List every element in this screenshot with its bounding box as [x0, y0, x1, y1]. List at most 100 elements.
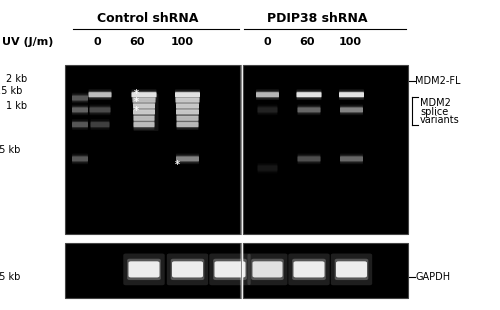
FancyBboxPatch shape: [72, 95, 88, 100]
FancyBboxPatch shape: [176, 122, 199, 127]
FancyBboxPatch shape: [340, 153, 363, 164]
FancyBboxPatch shape: [296, 91, 322, 98]
FancyBboxPatch shape: [176, 104, 199, 108]
FancyBboxPatch shape: [176, 116, 199, 121]
FancyBboxPatch shape: [256, 92, 279, 97]
FancyBboxPatch shape: [72, 107, 88, 112]
Text: 0.5 kb: 0.5 kb: [0, 145, 20, 155]
Text: 1 kb: 1 kb: [6, 101, 28, 111]
FancyBboxPatch shape: [242, 65, 408, 234]
FancyBboxPatch shape: [65, 243, 240, 298]
FancyBboxPatch shape: [296, 89, 322, 100]
FancyBboxPatch shape: [133, 101, 155, 111]
FancyBboxPatch shape: [176, 121, 199, 128]
FancyBboxPatch shape: [88, 89, 112, 100]
FancyBboxPatch shape: [127, 259, 161, 280]
FancyBboxPatch shape: [336, 261, 367, 277]
FancyBboxPatch shape: [256, 89, 279, 100]
FancyBboxPatch shape: [72, 153, 88, 164]
FancyBboxPatch shape: [167, 254, 208, 285]
FancyBboxPatch shape: [176, 108, 199, 116]
FancyBboxPatch shape: [134, 115, 154, 122]
FancyBboxPatch shape: [175, 92, 200, 97]
FancyBboxPatch shape: [90, 121, 110, 128]
FancyBboxPatch shape: [134, 94, 158, 131]
Text: 0: 0: [94, 37, 102, 47]
FancyBboxPatch shape: [258, 106, 278, 113]
Text: 100: 100: [338, 37, 361, 47]
FancyBboxPatch shape: [132, 91, 156, 98]
Text: Control shRNA: Control shRNA: [97, 12, 198, 25]
FancyBboxPatch shape: [298, 106, 320, 113]
FancyBboxPatch shape: [72, 104, 88, 115]
FancyBboxPatch shape: [88, 91, 112, 98]
FancyBboxPatch shape: [258, 165, 278, 172]
FancyBboxPatch shape: [175, 91, 200, 98]
FancyBboxPatch shape: [72, 156, 88, 161]
Text: 60: 60: [130, 37, 145, 47]
Text: variants: variants: [420, 115, 460, 125]
FancyBboxPatch shape: [132, 98, 156, 103]
Text: *: *: [134, 106, 138, 116]
FancyBboxPatch shape: [258, 107, 278, 112]
FancyBboxPatch shape: [133, 108, 155, 116]
FancyBboxPatch shape: [176, 115, 199, 122]
FancyBboxPatch shape: [172, 261, 203, 277]
FancyBboxPatch shape: [176, 119, 199, 130]
FancyBboxPatch shape: [340, 156, 363, 161]
FancyBboxPatch shape: [252, 261, 282, 277]
Text: GAPDH: GAPDH: [415, 272, 450, 281]
FancyBboxPatch shape: [72, 155, 88, 162]
FancyBboxPatch shape: [133, 102, 155, 109]
FancyBboxPatch shape: [248, 254, 288, 285]
FancyBboxPatch shape: [176, 113, 199, 124]
FancyBboxPatch shape: [340, 104, 363, 115]
FancyBboxPatch shape: [298, 155, 320, 162]
FancyBboxPatch shape: [132, 92, 156, 97]
Text: 100: 100: [171, 37, 194, 47]
FancyBboxPatch shape: [72, 95, 88, 102]
FancyBboxPatch shape: [176, 153, 199, 164]
FancyBboxPatch shape: [339, 89, 364, 100]
FancyBboxPatch shape: [258, 166, 278, 171]
FancyBboxPatch shape: [88, 92, 112, 97]
FancyBboxPatch shape: [134, 119, 154, 130]
Text: 60: 60: [300, 37, 316, 47]
FancyBboxPatch shape: [242, 243, 408, 298]
FancyBboxPatch shape: [214, 261, 246, 277]
Text: 1.5 kb: 1.5 kb: [0, 86, 22, 96]
FancyBboxPatch shape: [134, 116, 154, 121]
FancyBboxPatch shape: [90, 122, 110, 127]
Text: 0.5 kb: 0.5 kb: [0, 272, 20, 281]
FancyBboxPatch shape: [176, 96, 200, 104]
FancyBboxPatch shape: [176, 156, 199, 161]
FancyBboxPatch shape: [90, 107, 110, 112]
FancyBboxPatch shape: [298, 156, 320, 161]
FancyBboxPatch shape: [124, 254, 164, 285]
Text: PDIP38 shRNA: PDIP38 shRNA: [267, 12, 368, 25]
FancyBboxPatch shape: [298, 104, 320, 115]
FancyBboxPatch shape: [132, 95, 156, 105]
FancyBboxPatch shape: [258, 163, 278, 173]
FancyBboxPatch shape: [339, 92, 364, 97]
FancyBboxPatch shape: [72, 122, 88, 127]
Text: UV (J/m): UV (J/m): [2, 37, 53, 47]
FancyBboxPatch shape: [170, 259, 204, 280]
FancyBboxPatch shape: [90, 119, 110, 130]
FancyBboxPatch shape: [176, 155, 199, 162]
FancyBboxPatch shape: [72, 106, 88, 113]
FancyBboxPatch shape: [133, 107, 155, 117]
FancyBboxPatch shape: [133, 104, 155, 108]
FancyBboxPatch shape: [65, 65, 240, 234]
Text: splice: splice: [420, 107, 448, 117]
FancyBboxPatch shape: [331, 254, 372, 285]
FancyBboxPatch shape: [72, 119, 88, 130]
FancyBboxPatch shape: [213, 259, 247, 280]
FancyBboxPatch shape: [176, 102, 199, 109]
FancyBboxPatch shape: [134, 121, 154, 128]
Text: *: *: [174, 160, 180, 170]
FancyBboxPatch shape: [340, 107, 363, 112]
FancyBboxPatch shape: [288, 254, 330, 285]
FancyBboxPatch shape: [339, 91, 364, 98]
FancyBboxPatch shape: [334, 259, 368, 280]
